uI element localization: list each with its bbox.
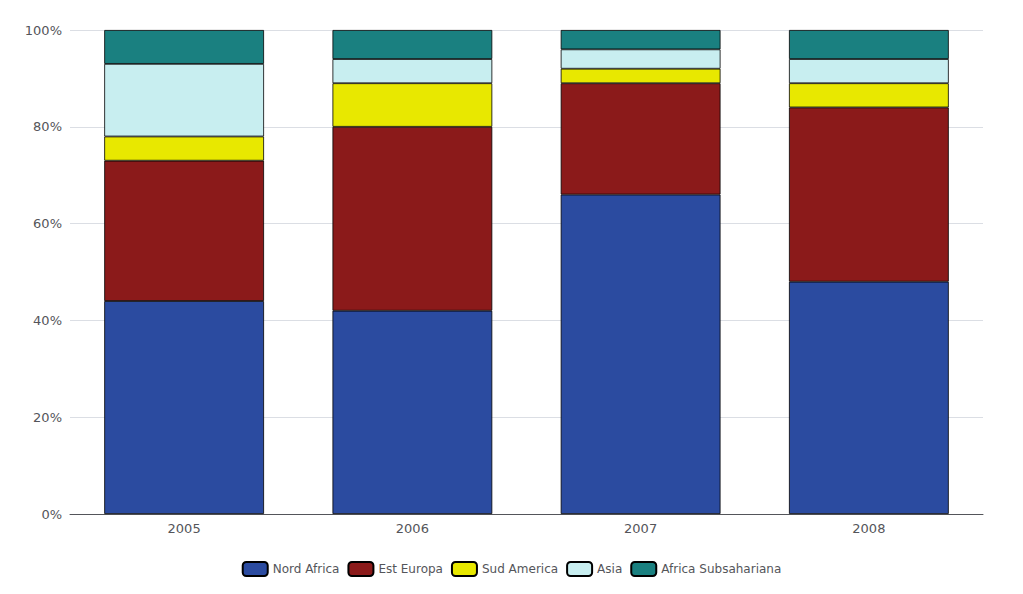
svg-text:100%: 100%: [25, 23, 62, 38]
svg-text:Sud America: Sud America: [482, 562, 558, 576]
svg-text:60%: 60%: [33, 216, 62, 231]
svg-text:2005: 2005: [168, 521, 201, 536]
svg-text:0%: 0%: [41, 507, 62, 522]
svg-text:20%: 20%: [33, 410, 62, 425]
svg-text:2008: 2008: [852, 521, 885, 536]
svg-text:Asia: Asia: [597, 562, 622, 576]
svg-text:2006: 2006: [396, 521, 429, 536]
svg-text:Africa Subsahariana: Africa Subsahariana: [661, 562, 781, 576]
svg-text:Est Europa: Est Europa: [378, 562, 443, 576]
svg-text:40%: 40%: [33, 313, 62, 328]
svg-text:Nord Africa: Nord Africa: [273, 562, 340, 576]
svg-text:80%: 80%: [33, 119, 62, 134]
svg-text:2007: 2007: [624, 521, 657, 536]
